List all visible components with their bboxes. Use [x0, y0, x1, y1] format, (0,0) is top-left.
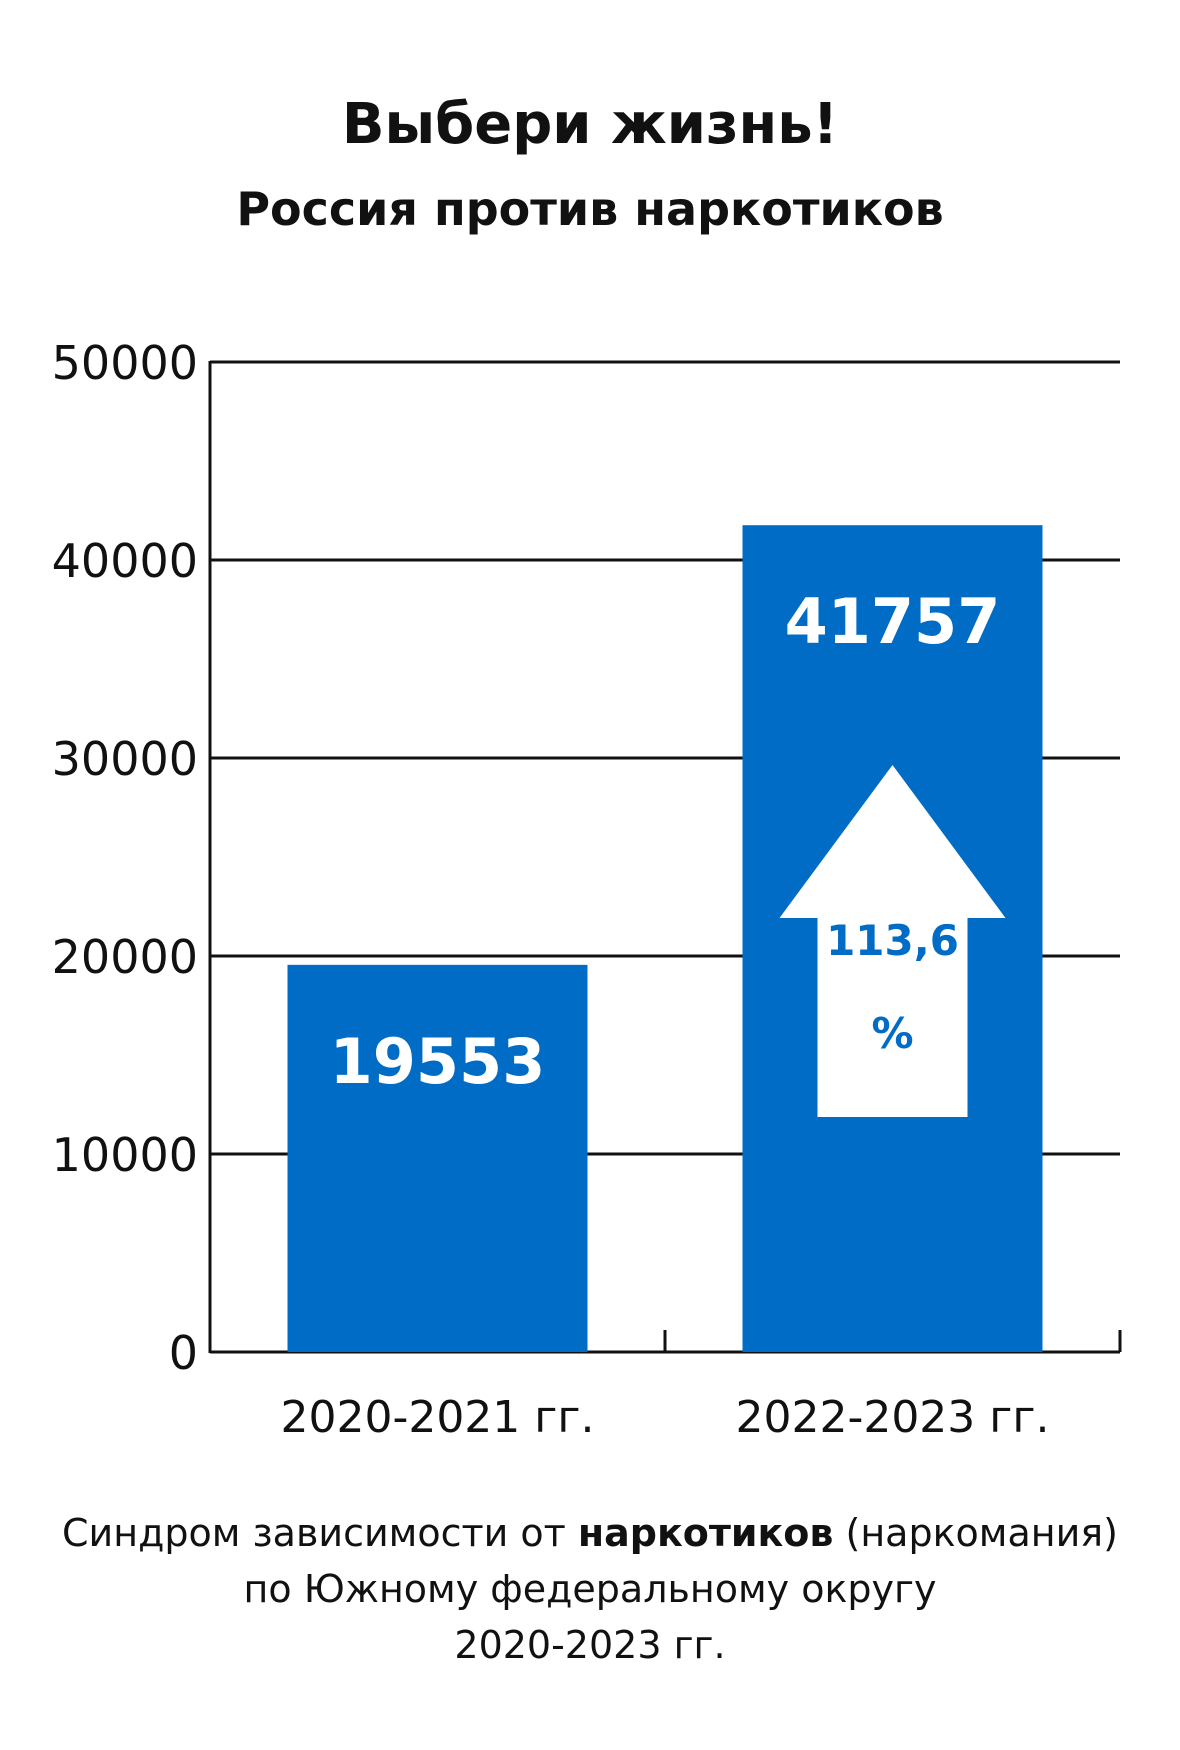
- bar-value-label: 41757: [785, 585, 1001, 658]
- y-tick-label: 40000: [52, 534, 198, 588]
- bar-value-label: 19553: [330, 1025, 546, 1098]
- x-tick-label: 2020-2021 гг.: [280, 1392, 594, 1443]
- bar: [287, 964, 588, 1352]
- chart-caption: Синдром зависимости от наркотиков (нарко…: [0, 1505, 1180, 1673]
- chart-subtitle: Россия против наркотиков: [236, 182, 944, 236]
- y-tick-label: 10000: [52, 1128, 198, 1182]
- x-tick-label: 2022-2023 гг.: [735, 1392, 1049, 1443]
- y-tick-label: 30000: [52, 732, 198, 786]
- y-tick-label: 0: [169, 1326, 198, 1380]
- growth-value: 113,6: [826, 916, 959, 965]
- caption-text-1: Синдром зависимости от: [62, 1511, 578, 1555]
- growth-unit: %: [871, 1009, 913, 1058]
- caption-bold-word: наркотиков: [577, 1511, 834, 1555]
- caption-line-3: 2020-2023 гг.: [454, 1623, 726, 1667]
- caption-line-2: по Южному федеральному округу: [243, 1567, 937, 1611]
- y-tick-label: 20000: [52, 930, 198, 984]
- y-tick-label: 50000: [52, 336, 198, 390]
- caption-line-1: Синдром зависимости от наркотиков (нарко…: [0, 1505, 1180, 1561]
- caption-text-2: (наркомания): [833, 1511, 1118, 1555]
- bar-chart: 0 10000 20000 30000 40000 50000 2020-2021 гг. 1…: [52, 336, 1122, 1443]
- up-arrow-icon: [779, 765, 1006, 1117]
- chart-title: Выбери жизнь!: [341, 92, 839, 157]
